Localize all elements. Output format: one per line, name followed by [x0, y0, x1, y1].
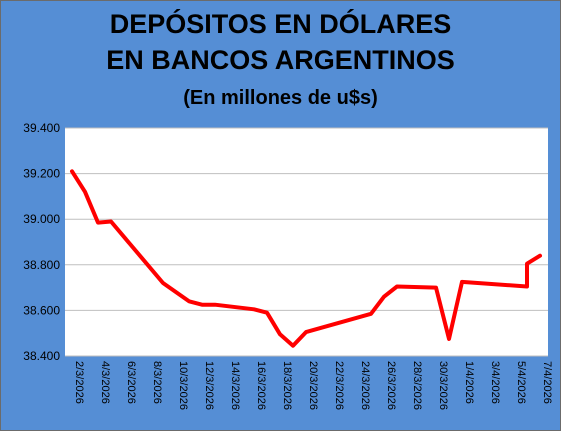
x-tick-label: 12/3/2026	[203, 361, 215, 410]
x-tick-label: 3/4/2026	[489, 361, 501, 404]
series-line	[70, 169, 542, 348]
y-tick-label: 38.400	[23, 349, 60, 363]
chart-title: DEPÓSITOS EN DÓLARES	[109, 9, 452, 39]
x-tick-label: 7/4/2026	[541, 361, 553, 404]
x-tick-label: 6/3/2026	[125, 361, 137, 404]
y-axis: 38.400 38.600 38.800 39.000 39.200 39.400	[23, 121, 60, 363]
x-tick-label: 2/3/2026	[73, 361, 85, 404]
x-tick-label: 5/4/2026	[515, 361, 527, 404]
x-tick-label: 20/3/2026	[307, 361, 319, 410]
y-tick-label: 39.400	[23, 121, 60, 135]
y-tick-label: 38.800	[23, 258, 60, 272]
x-tick-label: 18/3/2026	[281, 361, 293, 410]
x-tick-label: 22/3/2026	[333, 361, 345, 410]
x-tick-label: 28/3/2026	[411, 361, 423, 410]
x-tick-label: 16/3/2026	[255, 361, 267, 410]
x-tick-label: 1/4/2026	[463, 361, 475, 404]
y-tick-label: 39.200	[23, 167, 60, 181]
x-tick-label: 24/3/2026	[359, 361, 371, 410]
x-tick-label: 10/3/2026	[177, 361, 189, 410]
x-axis: 2/3/2026 4/3/2026 6/3/2026 8/3/2026 10/3/202…	[73, 361, 553, 410]
y-tick-label: 39.000	[23, 212, 60, 226]
chart-subtitle: (En millones de u$s)	[183, 87, 378, 109]
chart-title-line2: EN BANCOS ARGENTINOS	[106, 45, 455, 75]
gridlines	[65, 127, 548, 357]
y-tick-label: 38.600	[23, 303, 60, 317]
x-tick-label: 14/3/2026	[229, 361, 241, 410]
x-tick-label: 4/3/2026	[99, 361, 111, 404]
x-tick-label: 8/3/2026	[151, 361, 163, 404]
x-tick-label: 26/3/2026	[385, 361, 397, 410]
plot-area	[65, 128, 548, 356]
x-tick-label: 30/3/2026	[437, 361, 449, 410]
